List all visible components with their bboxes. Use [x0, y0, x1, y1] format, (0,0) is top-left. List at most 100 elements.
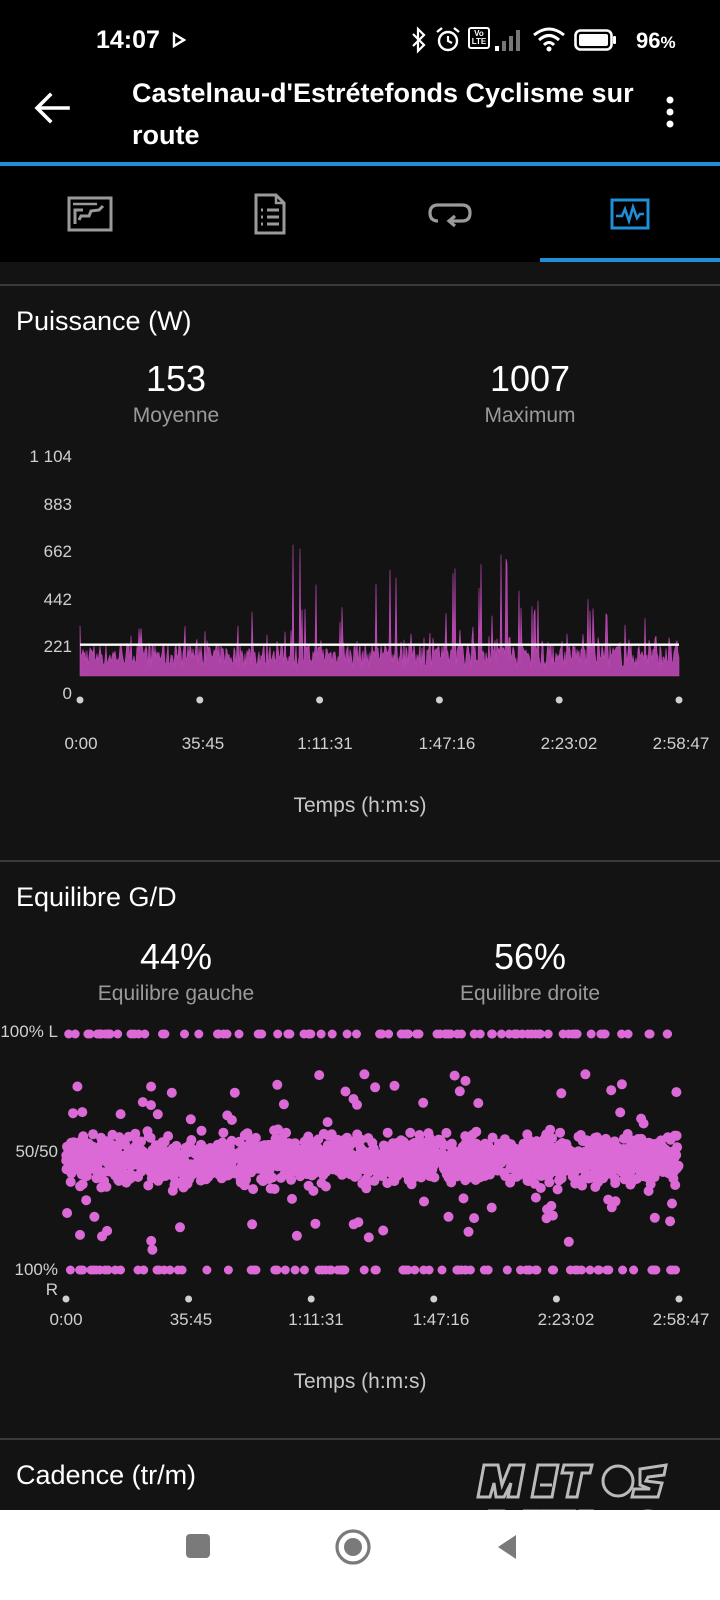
balance-point — [644, 1029, 654, 1039]
tab-charts[interactable] — [540, 166, 720, 262]
document-list-icon — [254, 193, 286, 235]
balance-point — [182, 1178, 193, 1189]
power-average-value: 153 — [145, 358, 207, 399]
power-y-tick: 662 — [43, 542, 72, 561]
balance-point — [353, 1217, 364, 1228]
balance-point — [363, 1232, 374, 1243]
balance-point — [416, 1172, 427, 1183]
balance-point — [431, 1138, 442, 1149]
balance-point — [617, 1029, 627, 1039]
balance-point — [486, 1202, 497, 1213]
balance-point — [593, 1265, 603, 1275]
balance-point — [285, 1029, 295, 1039]
balance-x-tick: 2:58:47 — [652, 1310, 710, 1329]
balance-y-tick: 50/50 — [15, 1142, 58, 1161]
power-y-tick: 0 — [62, 684, 72, 703]
balance-point — [388, 1172, 399, 1183]
power-x-tick: 2:23:02 — [540, 734, 598, 753]
balance-point — [62, 1208, 73, 1218]
balance-point — [555, 1127, 566, 1138]
balance-point — [256, 1141, 267, 1151]
back-arrow-icon[interactable] — [30, 86, 74, 130]
power-x-axis-title: Temps (h:m:s) — [293, 794, 427, 817]
balance-point — [547, 1133, 558, 1144]
balance-point — [671, 1087, 682, 1098]
balance-point — [419, 1265, 429, 1275]
balance-point — [596, 1029, 606, 1039]
balance-point — [507, 1152, 518, 1163]
balance-point — [250, 1132, 261, 1143]
balance-point — [412, 1029, 422, 1039]
balance-point — [428, 1160, 439, 1171]
balance-point — [517, 1029, 527, 1039]
power-average-label: Moyenne — [132, 404, 220, 427]
more-options-icon[interactable] — [660, 92, 680, 132]
balance-point — [326, 1265, 336, 1275]
balance-point — [404, 1148, 415, 1159]
balance-point — [81, 1195, 92, 1206]
balance-point — [197, 1149, 208, 1160]
balance-point — [554, 1175, 565, 1186]
back-triangle-icon[interactable] — [494, 1532, 520, 1562]
recent-apps-icon[interactable] — [184, 1532, 212, 1560]
balance-point — [134, 1029, 144, 1039]
balance-point — [265, 1183, 276, 1194]
balance-point — [443, 1211, 454, 1222]
balance-point — [649, 1152, 660, 1163]
balance-point — [405, 1127, 416, 1138]
home-icon[interactable] — [334, 1528, 372, 1566]
balance-point — [618, 1133, 629, 1144]
balance-chart[interactable] — [0, 1020, 720, 1310]
tab-overview[interactable] — [0, 166, 180, 262]
balance-point — [147, 1244, 158, 1255]
power-chart[interactable] — [0, 442, 720, 732]
balance-point — [626, 1144, 637, 1154]
balance-x-tick: 0:00 — [49, 1310, 83, 1329]
divider — [0, 284, 720, 286]
balance-x-tick: 1:47:16 — [412, 1310, 470, 1329]
balance-point — [547, 1210, 558, 1221]
tab-laps[interactable] — [360, 166, 540, 262]
balance-point — [480, 1165, 491, 1176]
balance-point — [650, 1142, 661, 1152]
balance-point — [633, 1134, 644, 1144]
balance-point — [367, 1137, 378, 1148]
charts-content[interactable]: Puissance (W) 153 Moyenne 1007 Maximum 1… — [0, 262, 720, 1510]
balance-point — [486, 1154, 497, 1164]
balance-point — [251, 1265, 261, 1275]
balance-point — [371, 1157, 382, 1168]
balance-point — [133, 1265, 143, 1275]
balance-point — [569, 1168, 579, 1179]
tab-stats[interactable] — [180, 166, 360, 262]
balance-point — [270, 1265, 280, 1275]
balance-point — [81, 1141, 92, 1152]
balance-x-tick-dot — [307, 1295, 315, 1303]
balance-point — [668, 1265, 678, 1275]
balance-point — [146, 1235, 157, 1246]
balance-point — [591, 1155, 602, 1166]
balance-point — [240, 1152, 251, 1163]
balance-point — [71, 1142, 82, 1153]
balance-point — [212, 1139, 223, 1150]
balance-point — [167, 1185, 178, 1196]
balance-point — [530, 1169, 540, 1180]
wifi-icon — [533, 27, 565, 52]
balance-point — [346, 1151, 357, 1162]
balance-point — [387, 1138, 398, 1149]
power-y-tick: 1 104 — [29, 447, 72, 466]
balance-point — [361, 1183, 372, 1194]
balance-point — [72, 1081, 83, 1092]
balance-point — [421, 1159, 432, 1169]
balance-point — [301, 1134, 312, 1145]
balance-point — [636, 1113, 647, 1124]
balance-point — [359, 1265, 369, 1275]
balance-point — [86, 1265, 96, 1275]
balance-point — [314, 1070, 325, 1081]
balance-point — [543, 1029, 553, 1039]
balance-point — [308, 1185, 319, 1196]
balance-point — [115, 1109, 126, 1120]
balance-point — [563, 1236, 574, 1247]
activity-graph-icon — [610, 198, 650, 230]
battery-value: 96 — [636, 28, 661, 53]
balance-point — [247, 1219, 258, 1230]
